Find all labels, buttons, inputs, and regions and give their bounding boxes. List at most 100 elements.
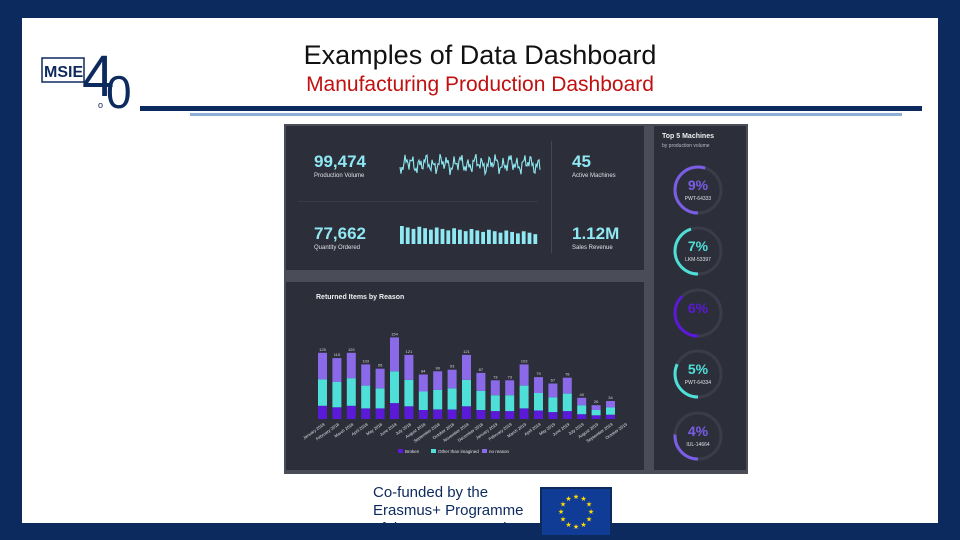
kpi-label-active-machines: Active Machines [572, 173, 616, 179]
legend-swatch [482, 449, 487, 453]
bar-total-label: 121 [406, 349, 413, 354]
bar-segment [318, 379, 327, 406]
bar-segment [534, 410, 543, 419]
machine-ring [673, 411, 723, 461]
machine-percent: 6% [687, 300, 709, 316]
bar-total-label: 95 [378, 363, 383, 368]
star-icon: ★ [560, 501, 566, 509]
bar-segment [548, 383, 558, 398]
bar-segment [548, 397, 558, 413]
bar-total-label: 93 [450, 364, 455, 369]
bar-total-label: 67 [551, 378, 556, 383]
bar-total-label: 90 [435, 365, 440, 370]
machine-percent: 4% [687, 423, 709, 439]
bar-total-label: 73 [493, 374, 498, 379]
minibar [492, 231, 497, 244]
star-icon: ★ [560, 516, 566, 524]
bar-total-label: 115 [334, 352, 341, 357]
minibar [510, 231, 514, 244]
bar-segment [375, 368, 385, 389]
bar-segment [375, 408, 385, 419]
star-icon: ★ [558, 508, 564, 516]
machine-percent: 7% [687, 238, 709, 254]
bar-segment [591, 405, 601, 410]
slide-subtitle: Manufacturing Production Dashboard [306, 73, 654, 96]
bar-segment [433, 389, 443, 410]
minibar [527, 232, 532, 244]
bar-segment [418, 391, 428, 410]
eu-flag-icon: ★ ★ ★ ★ ★ ★ ★ ★ ★ ★ ★ ★ [540, 487, 612, 537]
eu-line-1: Co-funded by the [373, 484, 489, 501]
bar-total-label: 34 [608, 395, 613, 400]
kpi-value-production-volume: 99,474 [314, 152, 366, 171]
star-icon: ★ [565, 495, 571, 503]
machine-gauge: 6% [672, 287, 734, 349]
kpi-panel: 99,474 Production Volume 45 Active Machi… [286, 126, 644, 270]
star-icon: ★ [573, 523, 579, 531]
star-icon: ★ [580, 521, 586, 529]
bar-segment [433, 371, 443, 390]
bar-segment [606, 414, 615, 419]
bar-segment [606, 401, 615, 408]
machine-gauge: 5% PWT-64334 [672, 348, 734, 410]
logo-letters: MSIE [44, 64, 83, 81]
minibar [400, 226, 404, 244]
minibar [475, 230, 480, 244]
bar-total-label: 125 [319, 347, 326, 352]
legend-label: Broken [405, 449, 420, 454]
kpi-value-sales-revenue: 1.12M [572, 224, 620, 243]
star-icon: ★ [580, 495, 586, 503]
bar-total-label: 154 [391, 331, 398, 336]
bar-segment [577, 414, 587, 419]
bar-segment [462, 406, 471, 419]
bar-segment [462, 354, 471, 380]
minibar [417, 226, 422, 244]
bar-total-label: 121 [463, 349, 470, 354]
machine-ring [673, 165, 723, 215]
star-icon: ★ [586, 516, 592, 524]
dashboard-screenshot: 99,474 Production Volume 45 Active Machi… [284, 124, 748, 474]
bar-segment [548, 412, 558, 419]
bar-total-label: 125 [348, 347, 355, 352]
eu-cofunding-text: Co-funded by the Erasmus+ Programme of t… [373, 484, 523, 538]
machine-ring [673, 349, 723, 399]
bar-segment [447, 369, 457, 389]
machine-gauge: 7% LKM-53397 [672, 225, 734, 287]
bar-segment [346, 352, 356, 379]
bar-segment [476, 410, 486, 419]
bar-segment [534, 377, 543, 393]
bar-segment [519, 385, 529, 409]
star-icon: ★ [565, 521, 571, 529]
bar-segment [591, 415, 601, 419]
minibar [440, 228, 445, 244]
bar-total-label: 78 [565, 372, 570, 377]
star-icon: ★ [586, 501, 592, 509]
minibar [452, 228, 456, 244]
bar-segment [562, 377, 572, 394]
minibar [434, 227, 439, 244]
bar-segment [375, 388, 385, 409]
kpi-label-sales-revenue: Sales Revenue [572, 245, 613, 251]
bar-segment [490, 411, 500, 420]
bar-total-label: 26 [594, 399, 599, 404]
minibar [458, 229, 462, 244]
bar-total-label: 103 [521, 358, 528, 363]
bar-segment [390, 337, 399, 372]
production-sparkline [399, 153, 541, 177]
bar-total-label: 103 [362, 358, 369, 363]
bar-total-label: 79 [536, 371, 541, 376]
bar-segment [318, 352, 327, 380]
bar-segment [447, 388, 457, 410]
minibar [411, 228, 416, 244]
bar-segment [534, 393, 543, 411]
kpi-divider [551, 141, 552, 253]
order-minibars [400, 226, 538, 244]
bar-total-label: 73 [507, 374, 512, 379]
star-icon: ★ [573, 493, 579, 501]
bar-segment [591, 410, 601, 416]
title-rule-accent [190, 113, 902, 116]
machine-gauge: 9% PWT-64333 [672, 164, 734, 226]
bar-segment [418, 410, 428, 419]
minibar [533, 234, 538, 244]
machine-ring-fill [673, 411, 723, 461]
